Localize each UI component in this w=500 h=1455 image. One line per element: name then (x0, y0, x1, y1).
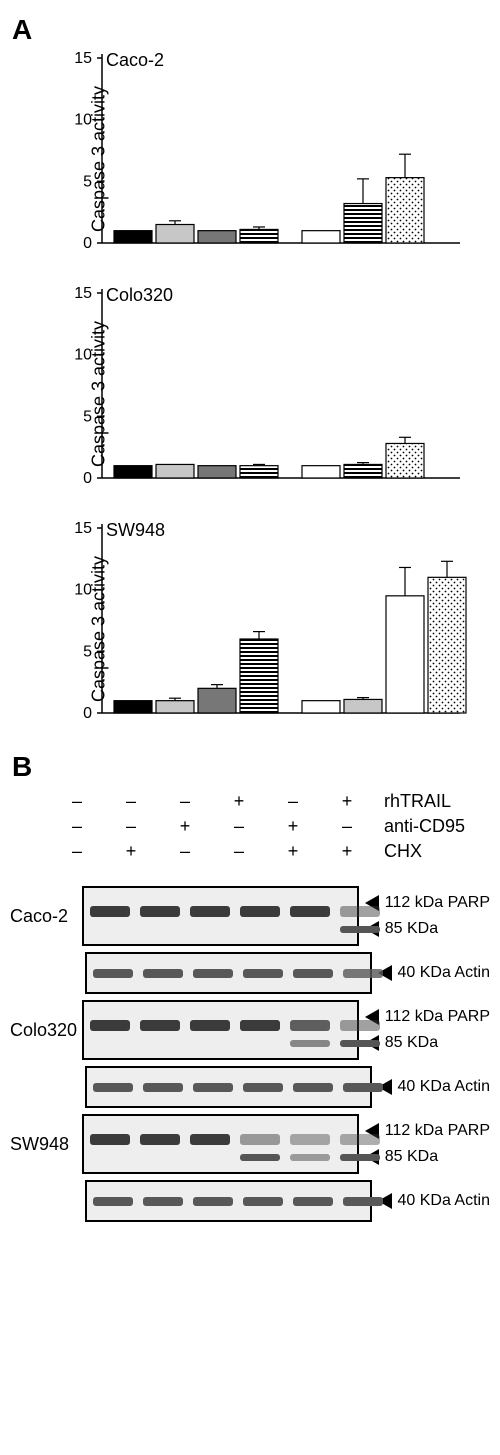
panel-a-charts: Caco-2Caspase 3 activity 051015Colo320Ca… (6, 46, 494, 741)
treatment-row-label: rhTRAIL (374, 791, 490, 812)
western-blots: Caco-2 112 kDa PARP 85 KDa 40 KDa Actin Colo… (10, 886, 490, 1222)
band-label-parp-full: 112 kDa PARP (365, 894, 490, 912)
treatment-mark: + (212, 791, 266, 812)
band-label-actin: 40 KDa Actin (378, 1078, 491, 1096)
treatment-mark: + (158, 816, 212, 837)
treatment-mark: + (266, 816, 320, 837)
treatment-mark: – (50, 816, 104, 837)
svg-text:15: 15 (74, 50, 92, 67)
treatment-mark: – (104, 816, 158, 837)
cell-line-name: SW948 (10, 1134, 82, 1155)
treatment-mark: – (212, 816, 266, 837)
svg-text:5: 5 (83, 643, 92, 660)
panel-a-label: A (12, 14, 494, 46)
treatment-mark: + (104, 841, 158, 862)
band-label-actin: 40 KDa Actin (378, 964, 491, 982)
band-label-parp-cleaved: 85 KDa (365, 1148, 490, 1166)
svg-text:0: 0 (83, 235, 92, 252)
bar-chart: SW948Caspase 3 activity 051015 (20, 516, 480, 741)
treatment-grid: –––+–+rhTRAIL––+–+–anti-CD95–+––++CHX (50, 791, 490, 862)
treatment-mark: – (104, 791, 158, 812)
svg-text:10: 10 (74, 582, 92, 599)
band-label-actin: 40 KDa Actin (378, 1192, 491, 1210)
treatment-mark: + (320, 841, 374, 862)
parp-blot (82, 886, 359, 946)
svg-text:10: 10 (74, 347, 92, 364)
parp-blot (82, 1114, 359, 1174)
svg-text:5: 5 (83, 173, 92, 190)
parp-blot (82, 1000, 359, 1060)
actin-blot (85, 952, 372, 994)
band-label-parp-full: 112 kDa PARP (365, 1122, 490, 1140)
treatment-mark: + (266, 841, 320, 862)
treatment-mark: – (158, 841, 212, 862)
band-label-parp-cleaved: 85 KDa (365, 1034, 490, 1052)
cell-line-name: Caco-2 (10, 906, 82, 927)
svg-text:0: 0 (83, 705, 92, 722)
treatment-mark: – (320, 816, 374, 837)
bar-chart: Colo320Caspase 3 activity 051015 (20, 281, 480, 506)
treatment-row-label: anti-CD95 (374, 816, 490, 837)
panel-b-label: B (12, 751, 494, 783)
cell-line-name: Colo320 (10, 1020, 82, 1041)
svg-text:5: 5 (83, 408, 92, 425)
treatment-mark: – (50, 791, 104, 812)
bar-chart: Caco-2Caspase 3 activity 051015 (20, 46, 480, 271)
treatment-mark: – (158, 791, 212, 812)
actin-blot (85, 1066, 372, 1108)
treatment-mark: – (50, 841, 104, 862)
svg-text:10: 10 (74, 112, 92, 129)
treatment-mark: + (320, 791, 374, 812)
svg-text:0: 0 (83, 470, 92, 487)
band-label-parp-cleaved: 85 KDa (365, 920, 490, 938)
svg-text:15: 15 (74, 285, 92, 302)
treatment-mark: – (212, 841, 266, 862)
band-label-parp-full: 112 kDa PARP (365, 1008, 490, 1026)
actin-blot (85, 1180, 372, 1222)
treatment-mark: – (266, 791, 320, 812)
treatment-row-label: CHX (374, 841, 490, 862)
svg-text:15: 15 (74, 520, 92, 537)
